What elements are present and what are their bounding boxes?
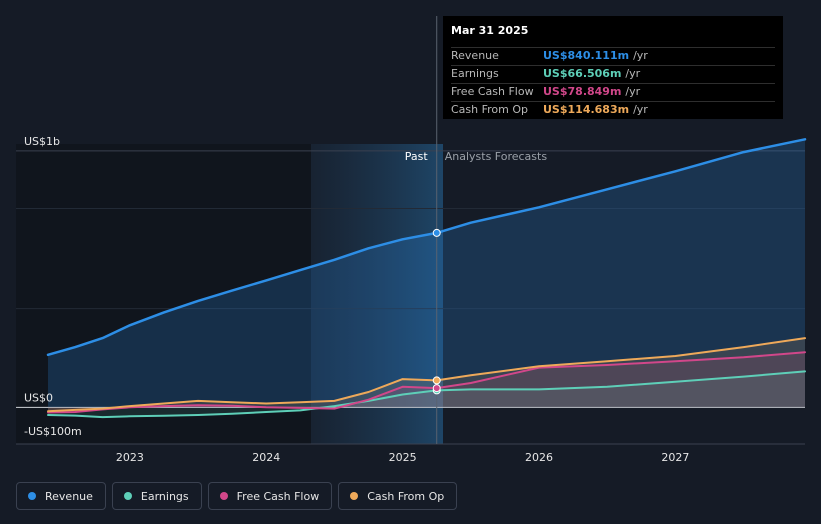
tooltip-unit: /yr [633,49,648,62]
earnings-area [48,371,805,418]
free-cash-flow-dot-icon [219,492,228,500]
forecast-label: Analysts Forecasts [445,150,548,163]
past-area-shade [16,144,311,444]
cash-from-op-marker [432,376,441,385]
cash-from-op-dot-icon [350,492,359,500]
tooltip-row-revenue: Revenue US$840.111m /yr [451,47,775,65]
legend-label: Earnings [140,489,189,503]
chart: US$1b US$0 -US$100m 2023 2024 2025 2026 2027 P… [16,16,807,464]
legend-item-earnings[interactable]: Earnings [111,482,202,510]
x-tick-label: 2026 [525,451,553,464]
tooltip-markers [432,228,441,395]
past-label: Past [405,150,429,163]
x-tick-label: 2025 [389,451,417,464]
tooltip-value: US$78.849m [543,85,622,98]
x-tick-label: 2027 [661,451,689,464]
legend-label: Revenue [45,489,93,503]
tooltip-unit: /yr [625,85,641,98]
series-areas [48,139,805,418]
legend-item-cash-from-op[interactable]: Cash From Op [338,482,458,510]
x-tick-label: 2024 [252,451,280,464]
tooltip-label: Revenue [451,49,499,62]
free-cash-flow-line [47,351,806,414]
x-tick-label: 2023 [116,451,144,464]
legend-label: Cash From Op [367,489,445,503]
legend-item-free-cash-flow[interactable]: Free Cash Flow [207,482,333,510]
y-tick-label: -US$100m [24,425,82,438]
earnings-line [47,370,806,419]
past-highlight-band [311,144,443,444]
x-axis-labels: 2023 2024 2025 2026 2027 [116,451,690,464]
tooltip-unit: /yr [633,103,648,116]
tooltip-value: US$840.111m [543,49,630,62]
free-cash-flow-area [48,352,805,413]
tooltip-row-earnings: Earnings US$66.506m /yr [451,65,775,83]
legend-item-revenue[interactable]: Revenue [16,482,106,510]
cash-from-op-area [48,338,805,412]
tooltip-value: US$114.683m [543,103,630,116]
y-tick-label: US$1b [24,135,60,148]
tooltip-row-free-cash-flow: Free Cash Flow US$78.849m /yr [451,83,775,101]
tooltip-unit: /yr [625,67,641,80]
tooltip-label: Cash From Op [451,103,529,116]
revenue-line [46,138,807,357]
legend-label: Free Cash Flow [236,489,320,503]
tooltip-label: Earnings [451,67,499,80]
free-cash-flow-marker [432,384,441,393]
cash-from-op-line [47,337,806,413]
tooltip-date: Mar 31 2025 [451,24,529,37]
revenue-marker [432,228,441,237]
y-axis-labels: US$1b US$0 -US$100m [24,135,82,438]
revenue-area [48,139,805,408]
tooltip-value: US$66.506m [543,67,622,80]
legend: Revenue Earnings Free Cash Flow Cash Fro… [16,482,463,510]
tooltip: Mar 31 2025 Revenue US$840.111m /yr Earn… [443,16,783,119]
tooltip-row-cash-from-op: Cash From Op US$114.683m /yr [451,101,775,119]
earnings-dot-icon [123,492,132,500]
y-tick-label: US$0 [24,391,53,404]
series-lines [46,138,807,419]
tooltip-label: Free Cash Flow [451,85,534,98]
revenue-dot-icon [28,492,36,500]
